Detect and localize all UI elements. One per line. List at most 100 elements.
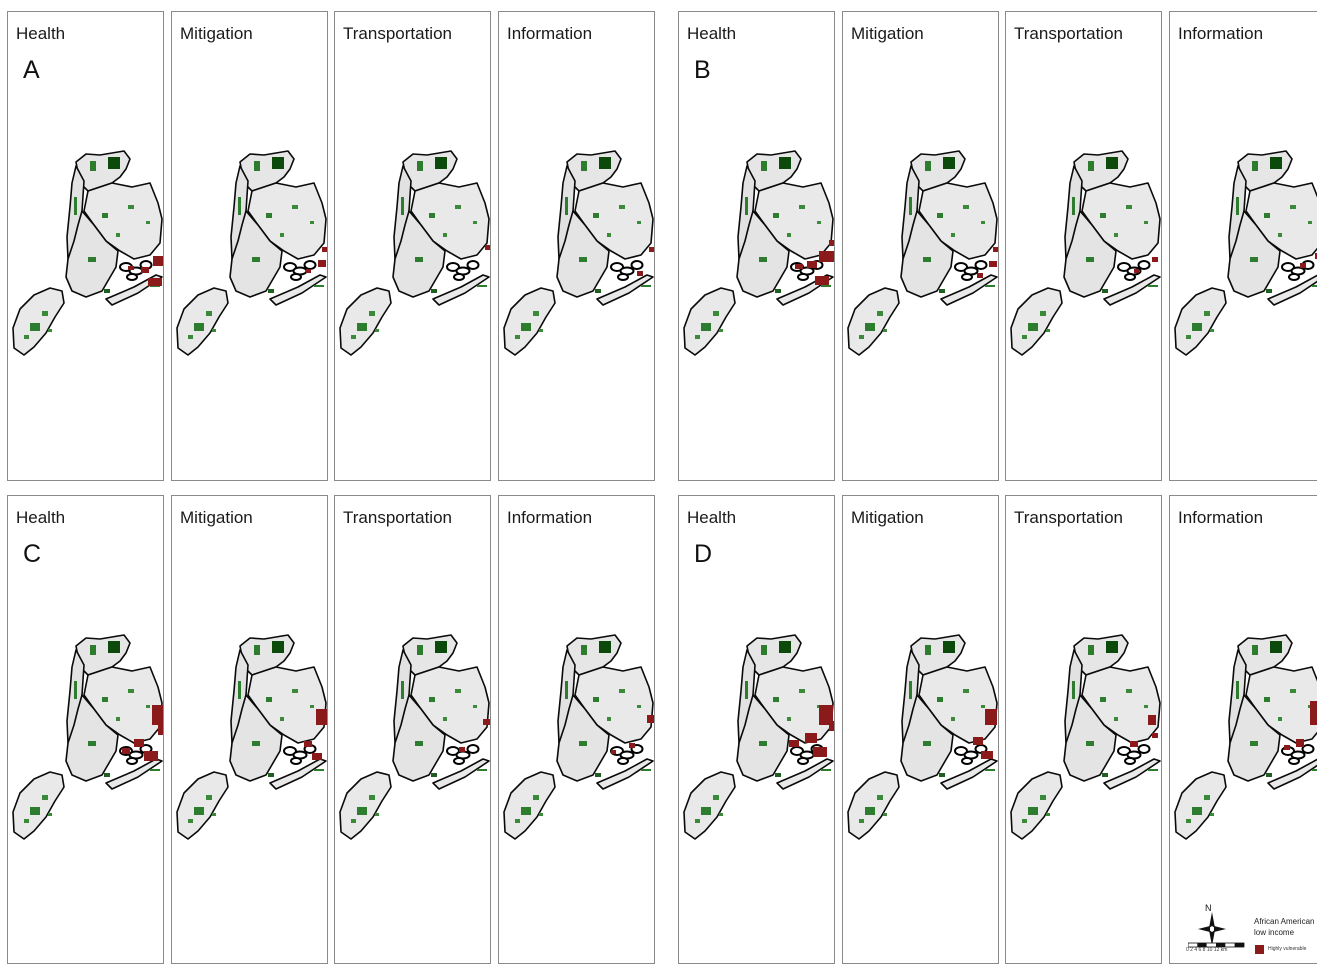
park-area [1236,197,1239,215]
map-panel-a-transportation: Transportation [334,11,491,481]
bay-island-shape [797,273,809,281]
park-area [1312,285,1317,287]
staten-island-shape [339,287,392,356]
park-area [593,213,599,218]
park-area [477,769,487,771]
park-area [431,289,437,293]
park-area [1114,717,1118,721]
rockaway-shape [269,274,327,306]
park-area [637,705,641,708]
bay-island-shape [961,273,973,281]
park-area [254,645,260,655]
park-area [357,323,367,331]
bay-island-shape [1137,744,1151,754]
park-area [923,741,931,746]
park-area [1040,311,1046,316]
park-area [1102,773,1108,777]
park-area [1040,795,1046,800]
north-arrow-icon [1198,912,1226,946]
park-area [821,769,831,771]
park-area [595,289,601,293]
panel-title: Transportation [1014,508,1123,527]
park-area [415,741,423,746]
park-area [443,717,447,721]
park-area [266,697,272,702]
park-area [1308,221,1312,224]
borough-map [847,150,998,356]
borough-map [503,150,654,356]
park-area [1290,205,1296,209]
park-area [30,807,40,815]
park-area [24,819,29,823]
park-area [1204,795,1210,800]
highly-vulnerable-area [158,725,163,735]
brooklyn-shape [65,694,119,782]
park-area [521,323,531,331]
park-area [773,697,779,702]
park-area [369,311,375,316]
park-area [865,807,875,815]
borough-map [176,634,327,840]
brooklyn-shape [736,694,790,782]
park-area [1148,769,1158,771]
park-area [1290,689,1296,693]
park-area [1046,813,1050,816]
borough-map [683,150,834,356]
park-area [435,641,447,653]
park-area [417,161,423,171]
park-area [817,221,821,224]
staten-island-shape [683,287,736,356]
panel-title: Mitigation [851,508,924,527]
park-area [799,689,805,693]
staten-island-shape [176,287,229,356]
park-area [745,197,748,215]
park-area [1264,213,1270,218]
scale-bar [1188,942,1245,948]
brooklyn-shape [392,694,446,782]
park-area [108,157,120,169]
park-area [565,681,568,699]
park-area [272,157,284,169]
bay-island-shape [126,757,138,765]
rockaway-shape [940,274,998,306]
park-area [1270,157,1282,169]
park-area [116,717,120,721]
borough-map [12,634,163,840]
staten-island-shape [176,771,229,840]
bay-island-shape [453,757,465,765]
brooklyn-shape [900,694,954,782]
park-area [641,769,651,771]
park-area [188,819,193,823]
park-area [985,285,995,287]
highly-vulnerable-area [819,251,834,262]
panel-title: Transportation [1014,24,1123,43]
park-area [90,161,96,171]
park-area [128,205,134,209]
park-area [1264,697,1270,702]
park-area [695,819,700,823]
park-area [695,335,700,339]
park-area [266,213,272,218]
highly-vulnerable-area [815,276,829,285]
highly-vulnerable-area [148,278,162,286]
park-area [42,311,48,316]
brooklyn-shape [1063,210,1117,298]
bay-island-shape [974,260,988,270]
panel-title: Mitigation [851,24,924,43]
park-area [937,697,943,702]
bay-island-shape [1117,746,1131,756]
park-area [939,289,945,293]
highly-vulnerable-area [1310,701,1317,725]
park-area [1072,197,1075,215]
group-label: D [694,540,713,568]
park-area [1086,741,1094,746]
highly-vulnerable-area [629,743,635,748]
park-area [515,819,520,823]
park-area [607,233,611,237]
park-area [238,197,241,215]
highly-vulnerable-area [993,247,998,252]
staten-island-shape [1174,771,1227,840]
highly-vulnerable-area [128,266,134,270]
park-area [787,717,791,721]
highly-vulnerable-area [1134,269,1139,273]
